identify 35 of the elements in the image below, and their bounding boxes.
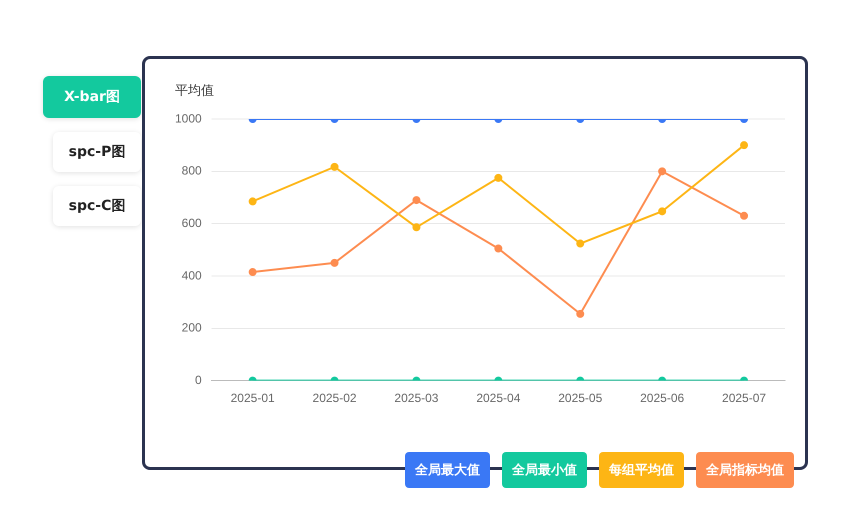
point: [576, 240, 584, 248]
y-tick-label: 600: [182, 216, 202, 230]
point: [330, 162, 339, 171]
text: 全局最大值: [405, 452, 490, 488]
x-tick-label: 2025-03: [394, 391, 439, 406]
x-tick-label: 2025-01: [230, 391, 275, 406]
point: [576, 310, 584, 318]
text: spc-P图: [53, 132, 141, 172]
x-tick-label: 2025-02: [312, 391, 357, 406]
point: [658, 207, 666, 216]
point: [248, 268, 257, 276]
y-tick-label: 800: [182, 164, 202, 178]
y-axis-title: 平均值: [175, 83, 214, 98]
point: [494, 244, 502, 252]
y-tick-label: 400: [182, 268, 202, 282]
text: 每组平均值: [599, 452, 684, 488]
x-tick-label: 2025-06: [640, 391, 684, 406]
point: [330, 258, 339, 267]
point: [412, 223, 420, 232]
x-tick-label: 2025-04: [476, 391, 521, 406]
y-tick-label: 0: [195, 372, 202, 387]
text: 全局指标均值: [696, 452, 794, 488]
y-tick-label: 200: [182, 320, 202, 335]
x-tick-label: 2025-05: [558, 391, 603, 406]
point: [248, 197, 257, 206]
point: [412, 196, 420, 204]
text: spc-C图: [53, 186, 141, 226]
point: [658, 167, 666, 176]
x-tick-label: 2025-07: [722, 391, 766, 406]
point: [494, 174, 502, 182]
text: X-bar图: [43, 76, 141, 118]
text: 全局最小值: [502, 452, 587, 488]
point: [740, 141, 748, 150]
y-tick-label: 1000: [174, 111, 202, 126]
point: [740, 212, 748, 220]
